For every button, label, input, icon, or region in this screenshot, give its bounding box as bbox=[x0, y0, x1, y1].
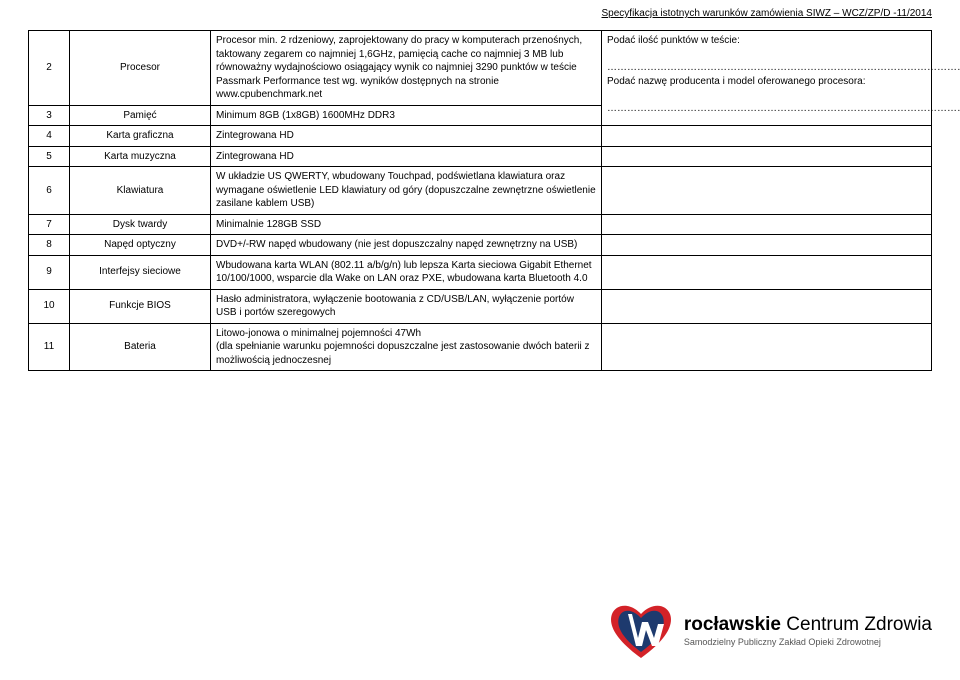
row-description: DVD+/-RW napęd wbudowany (nie jest dopus… bbox=[211, 235, 602, 256]
row-offer-cell bbox=[602, 214, 932, 235]
row-description: Zintegrowana HD bbox=[211, 146, 602, 167]
doc-header: Specyfikacja istotnych warunków zamówien… bbox=[602, 8, 933, 19]
row-param-name: Napęd optyczny bbox=[70, 235, 211, 256]
table-row: 10Funkcje BIOSHasło administratora, wyłą… bbox=[29, 289, 932, 323]
row-param-name: Karta graficzna bbox=[70, 126, 211, 147]
logo-brand-top: rocławskie bbox=[684, 614, 781, 635]
row-number: 3 bbox=[29, 105, 70, 126]
row-number: 10 bbox=[29, 289, 70, 323]
table-row: 5Karta muzycznaZintegrowana HD bbox=[29, 146, 932, 167]
table-row: 11BateriaLitowo-jonowa o minimalnej poje… bbox=[29, 323, 932, 371]
row-description: Zintegrowana HD bbox=[211, 126, 602, 147]
logo-text-main: rocławskie Centrum Zdrowia bbox=[684, 615, 932, 635]
row-param-name: Dysk twardy bbox=[70, 214, 211, 235]
row-description: Litowo-jonowa o minimalnej pojemności 47… bbox=[211, 323, 602, 371]
row-param-name: Klawiatura bbox=[70, 167, 211, 215]
row-param-name: Karta muzyczna bbox=[70, 146, 211, 167]
row-param-name: Pamięć bbox=[70, 105, 211, 126]
logo-subtitle: Samodzielny Publiczny Zakład Opieki Zdro… bbox=[684, 637, 932, 647]
row-offer-cell bbox=[602, 126, 932, 147]
row-param-name: Interfejsy sieciowe bbox=[70, 255, 211, 289]
row-offer-cell bbox=[602, 167, 932, 215]
row-offer-cell bbox=[602, 146, 932, 167]
row-description: Minimalnie 128GB SSD bbox=[211, 214, 602, 235]
row-number: 7 bbox=[29, 214, 70, 235]
row-offer-cell: Podać ilość punktów w teście: …………………………… bbox=[602, 31, 932, 126]
row-number: 6 bbox=[29, 167, 70, 215]
row-number: 4 bbox=[29, 126, 70, 147]
table-row: 9Interfejsy siecioweWbudowana karta WLAN… bbox=[29, 255, 932, 289]
row-description: W układzie US QWERTY, wbudowany Touchpad… bbox=[211, 167, 602, 215]
row-description: Procesor min. 2 rdzeniowy, zaprojektowan… bbox=[211, 31, 602, 106]
row-param-name: Procesor bbox=[70, 31, 211, 106]
row-param-name: Funkcje BIOS bbox=[70, 289, 211, 323]
row-offer-cell bbox=[602, 323, 932, 371]
row-description: Wbudowana karta WLAN (802.11 a/b/g/n) lu… bbox=[211, 255, 602, 289]
row-number: 5 bbox=[29, 146, 70, 167]
row-param-name: Bateria bbox=[70, 323, 211, 371]
row-description: Hasło administratora, wyłączenie bootowa… bbox=[211, 289, 602, 323]
row-offer-cell bbox=[602, 289, 932, 323]
table-row: 8Napęd optycznyDVD+/-RW napęd wbudowany … bbox=[29, 235, 932, 256]
table-row: 4Karta graficznaZintegrowana HD bbox=[29, 126, 932, 147]
row-offer-cell bbox=[602, 235, 932, 256]
row-offer-cell bbox=[602, 255, 932, 289]
footer-logo: rocławskie Centrum Zdrowia Samodzielny P… bbox=[606, 600, 932, 662]
spec-table: 2ProcesorProcesor min. 2 rdzeniowy, zapr… bbox=[28, 30, 932, 371]
row-number: 11 bbox=[29, 323, 70, 371]
row-number: 8 bbox=[29, 235, 70, 256]
row-number: 2 bbox=[29, 31, 70, 106]
table-row: 2ProcesorProcesor min. 2 rdzeniowy, zapr… bbox=[29, 31, 932, 106]
logo-brand-accent: Centrum Zdrowia bbox=[786, 614, 932, 635]
table-row: 6KlawiaturaW układzie US QWERTY, wbudowa… bbox=[29, 167, 932, 215]
heart-w-icon bbox=[606, 600, 676, 662]
row-number: 9 bbox=[29, 255, 70, 289]
row-description: Minimum 8GB (1x8GB) 1600MHz DDR3 bbox=[211, 105, 602, 126]
table-row: 7Dysk twardyMinimalnie 128GB SSD bbox=[29, 214, 932, 235]
